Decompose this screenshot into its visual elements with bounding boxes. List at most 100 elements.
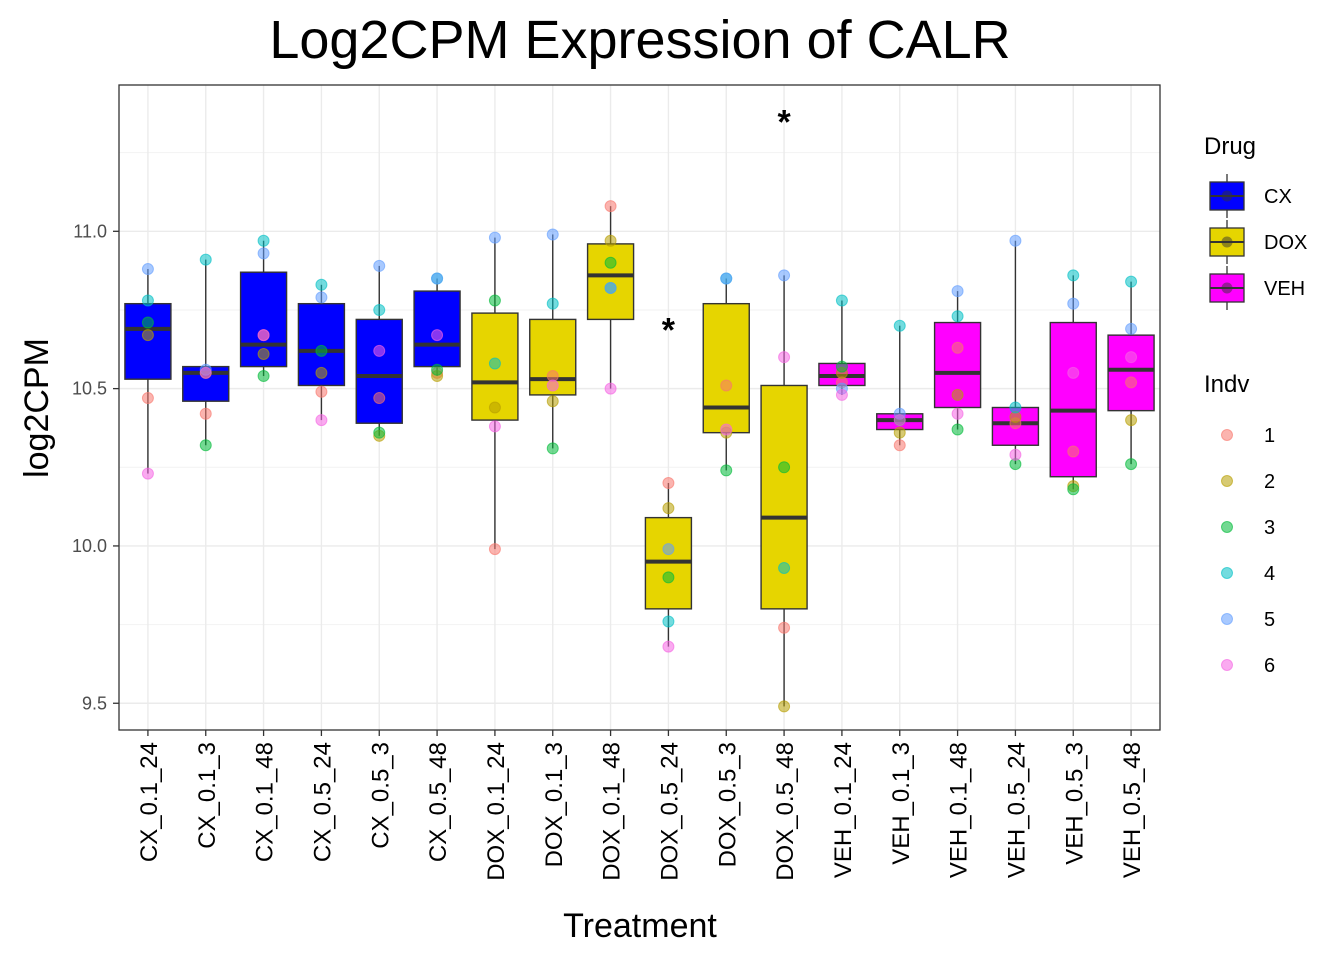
data-point bbox=[951, 423, 964, 436]
data-point bbox=[1067, 445, 1080, 458]
data-point bbox=[373, 259, 386, 272]
data-point bbox=[431, 363, 444, 376]
data-point bbox=[141, 467, 154, 480]
legend-point bbox=[1221, 475, 1233, 487]
y-tick-label: 10.0 bbox=[72, 536, 107, 556]
legend-key-VEH: VEH bbox=[1209, 266, 1305, 310]
data-point bbox=[893, 414, 906, 427]
y-axis-title: log2CPM bbox=[18, 338, 56, 478]
data-point bbox=[199, 366, 212, 379]
data-point bbox=[141, 294, 154, 307]
x-tick-label: CX_0.5_3 bbox=[367, 742, 394, 849]
data-point bbox=[546, 228, 559, 241]
x-tick-label: VEH_0.5_48 bbox=[1119, 742, 1146, 878]
legend-label: 1 bbox=[1264, 425, 1275, 447]
legend-title-indv: Indv bbox=[1204, 371, 1249, 398]
legend-key-indv-2: 2 bbox=[1221, 471, 1275, 493]
box-CX_0.1_24 bbox=[124, 269, 172, 474]
legend-point bbox=[1221, 613, 1233, 625]
data-point bbox=[1067, 269, 1080, 282]
data-point bbox=[604, 281, 617, 294]
data-point bbox=[778, 269, 791, 282]
data-point bbox=[315, 278, 328, 291]
legend-label: 2 bbox=[1264, 471, 1275, 493]
data-point bbox=[257, 329, 270, 342]
data-point bbox=[720, 272, 733, 285]
data-point bbox=[546, 442, 559, 455]
box-body bbox=[413, 290, 461, 368]
box-DOX_0.1_3 bbox=[529, 234, 577, 449]
data-point bbox=[315, 291, 328, 304]
data-point bbox=[141, 316, 154, 329]
data-point bbox=[662, 615, 675, 628]
indv-legend: Indv 1 2 3 4 5 6 bbox=[1204, 371, 1275, 677]
box-CX_0.5_3 bbox=[355, 265, 403, 436]
data-point bbox=[778, 700, 791, 713]
legend-key-indv-4: 4 bbox=[1221, 563, 1275, 585]
data-point bbox=[778, 351, 791, 364]
data-point bbox=[1125, 275, 1138, 288]
data-point bbox=[315, 344, 328, 357]
legend-label: 3 bbox=[1264, 517, 1275, 539]
data-point bbox=[1067, 366, 1080, 379]
data-point bbox=[1125, 351, 1138, 364]
data-point bbox=[488, 420, 501, 433]
y-axis: 9.5 10.0 10.5 11.0 bbox=[72, 221, 119, 713]
data-point bbox=[893, 319, 906, 332]
data-point bbox=[604, 234, 617, 247]
data-point bbox=[893, 439, 906, 452]
data-point bbox=[373, 392, 386, 405]
data-point bbox=[257, 234, 270, 247]
data-point bbox=[315, 414, 328, 427]
x-tick-label: CX_0.1_3 bbox=[194, 742, 221, 849]
data-point bbox=[720, 423, 733, 436]
data-point bbox=[1067, 483, 1080, 496]
box-body bbox=[702, 302, 750, 434]
data-point bbox=[373, 344, 386, 357]
points bbox=[141, 200, 1138, 713]
data-point bbox=[662, 640, 675, 653]
data-point bbox=[1009, 448, 1022, 461]
legend-label: VEH bbox=[1264, 278, 1305, 300]
box-DOX_0.5_3 bbox=[702, 278, 750, 471]
data-point bbox=[257, 348, 270, 361]
data-point bbox=[1067, 297, 1080, 310]
data-point bbox=[835, 294, 848, 307]
legend-point bbox=[1221, 429, 1233, 441]
data-point bbox=[778, 621, 791, 634]
data-point bbox=[431, 272, 444, 285]
x-tick-label: VEH_0.1_24 bbox=[830, 742, 857, 878]
legend-label: DOX bbox=[1264, 232, 1307, 254]
data-point bbox=[488, 357, 501, 370]
data-point bbox=[662, 502, 675, 515]
data-point bbox=[199, 439, 212, 452]
box-body bbox=[586, 243, 635, 321]
data-point bbox=[546, 297, 559, 310]
y-tick-label: 10.5 bbox=[72, 379, 107, 399]
x-tick-label: CX_0.1_48 bbox=[252, 742, 279, 862]
data-point bbox=[199, 253, 212, 266]
data-point bbox=[546, 395, 559, 408]
data-point bbox=[488, 401, 501, 414]
data-point bbox=[1009, 234, 1022, 247]
significance-marker: * bbox=[662, 311, 676, 349]
x-tick-label: VEH_0.5_3 bbox=[1061, 742, 1088, 865]
box-CX_0.5_48 bbox=[413, 278, 461, 377]
data-point bbox=[893, 426, 906, 439]
data-point bbox=[835, 360, 848, 373]
data-point bbox=[488, 294, 501, 307]
legend-point bbox=[1221, 282, 1233, 294]
data-point bbox=[951, 310, 964, 323]
x-tick-label: DOX_0.1_48 bbox=[599, 742, 626, 881]
box-DOX_0.1_48 bbox=[586, 206, 635, 389]
data-point bbox=[141, 329, 154, 342]
legend-point bbox=[1221, 236, 1233, 248]
data-point bbox=[488, 543, 501, 556]
data-point bbox=[662, 477, 675, 490]
significance-marker: * bbox=[777, 104, 791, 142]
box-DOX_0.5_48 bbox=[760, 275, 808, 707]
data-point bbox=[257, 370, 270, 383]
x-tick-label: DOX_0.1_24 bbox=[483, 742, 510, 881]
box-body bbox=[355, 318, 403, 424]
